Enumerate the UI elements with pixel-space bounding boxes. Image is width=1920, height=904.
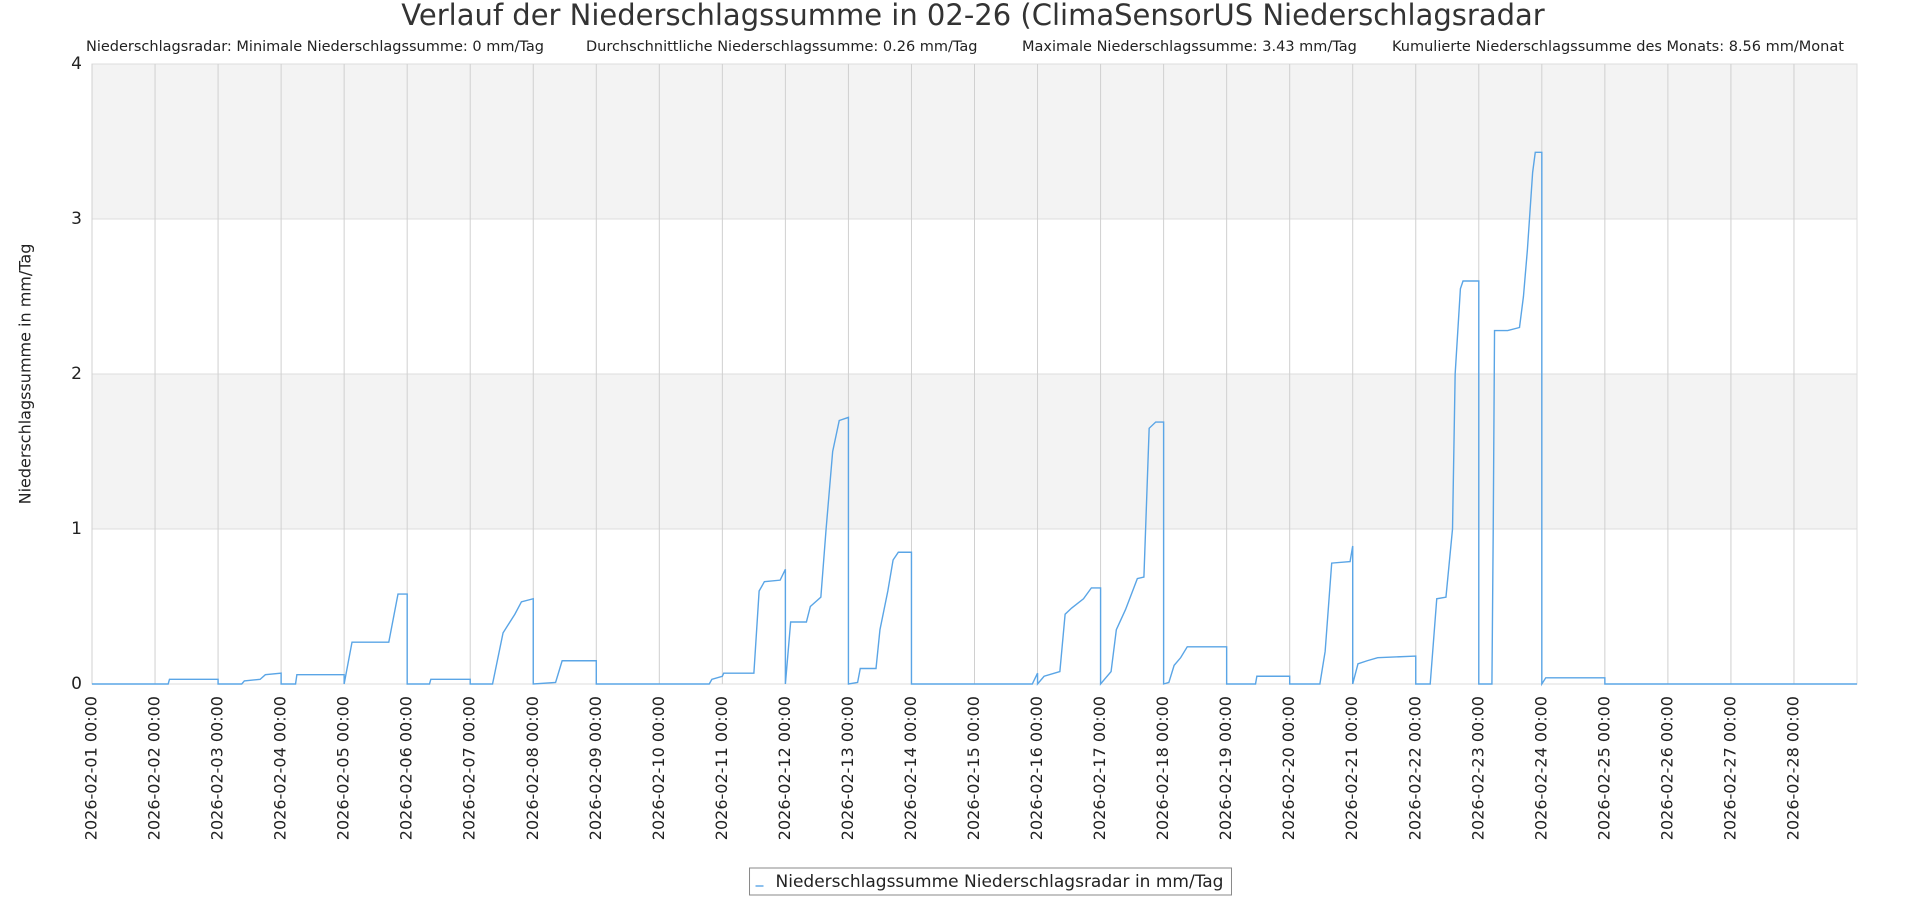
- subtitle: Kumulierte Niederschlagssumme des Monats…: [1392, 39, 1844, 55]
- subtitle: Durchschnittliche Niederschlagssumme: 0.…: [586, 39, 977, 55]
- x-tick-label: 2026-02-28 00:00: [1783, 696, 1802, 840]
- legend-box: [749, 867, 1232, 896]
- x-tick-label: 2026-02-09 00:00: [586, 696, 605, 840]
- x-tick-label: 2026-02-25 00:00: [1594, 696, 1613, 840]
- legend-label: Niederschlagssumme Niederschlagsradar in…: [776, 872, 1224, 892]
- x-tick-label: 2026-02-10 00:00: [649, 696, 668, 840]
- x-tick-label: 2026-02-27 00:00: [1720, 696, 1739, 840]
- subtitle: Niederschlagsradar: Minimale Niederschla…: [86, 39, 544, 55]
- x-tick-label: 2026-02-07 00:00: [460, 696, 479, 840]
- x-tick-label: 2026-02-26 00:00: [1657, 696, 1676, 840]
- x-tick-label: 2026-02-19 00:00: [1216, 696, 1235, 840]
- x-tick-label: 2026-02-23 00:00: [1468, 696, 1487, 840]
- x-tick-label: 2026-02-05 00:00: [334, 696, 353, 840]
- data-line: [92, 151, 1857, 687]
- y-tick-label: 3: [71, 209, 82, 229]
- y-tick-label: 0: [71, 674, 82, 694]
- x-tick-label: 2026-02-14 00:00: [901, 696, 920, 840]
- x-tick-label: 2026-02-04 00:00: [271, 696, 290, 840]
- x-tick-label: 2026-02-01 00:00: [82, 696, 101, 840]
- x-tick-label: 2026-02-03 00:00: [208, 696, 227, 840]
- x-tick-label: 2026-02-16 00:00: [1027, 696, 1046, 840]
- x-tick-label: 2026-02-13 00:00: [838, 696, 857, 840]
- y-tick-label: 4: [71, 54, 82, 74]
- subtitle: Maximale Niederschlagssumme: 3.43 mm/Tag: [1022, 39, 1357, 55]
- x-tick-label: 2026-02-18 00:00: [1153, 696, 1172, 840]
- x-tick-label: 2026-02-08 00:00: [523, 696, 542, 840]
- x-tick-label: 2026-02-21 00:00: [1342, 696, 1361, 840]
- y-tick-label: 2: [71, 364, 82, 384]
- chart-title: Verlauf der Niederschlagssumme in 02-26 …: [401, 0, 1544, 32]
- x-tick-label: 2026-02-20 00:00: [1279, 696, 1298, 840]
- x-tick-label: 2026-02-02 00:00: [145, 696, 164, 840]
- y-tick-label: 1: [71, 519, 82, 539]
- legend: Niederschlagssumme Niederschlagsradar in…: [749, 867, 1232, 896]
- x-tick-label: 2026-02-15 00:00: [964, 696, 983, 840]
- x-tick-label: 2026-02-06 00:00: [397, 696, 416, 840]
- x-tick-label: 2026-02-12 00:00: [775, 696, 794, 840]
- x-tick-label: 2026-02-11 00:00: [712, 696, 731, 840]
- x-tick-label: 2026-02-24 00:00: [1531, 696, 1550, 840]
- x-tick-label: 2026-02-17 00:00: [1090, 696, 1109, 840]
- x-tick-label: 2026-02-22 00:00: [1405, 696, 1424, 840]
- y-axis-label: Niederschlagssumme in mm/Tag: [16, 244, 35, 505]
